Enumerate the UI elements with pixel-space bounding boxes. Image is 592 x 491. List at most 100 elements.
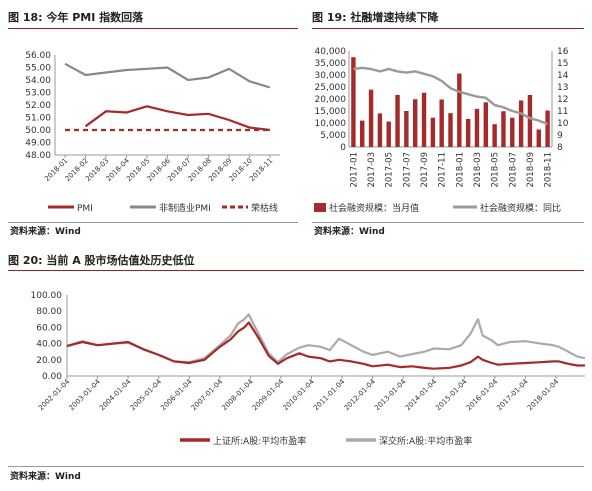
tsf-bar: [439, 99, 444, 147]
pe-x-tick-label: 2014-01-04: [404, 377, 439, 412]
pe-x-tick-label: 2013-01-04: [373, 377, 408, 412]
tsf-bar: [368, 89, 374, 147]
tsf-legend-bar-swatch: [314, 203, 326, 212]
tsf-left-tick-label: 40,000: [315, 47, 347, 57]
tsf-left-tick-label: 35,000: [315, 59, 347, 69]
right-source: 资料来源：Wind: [314, 227, 385, 237]
pe-x-tick-label: 2015-01-04: [434, 377, 469, 412]
tsf-x-tick-label: 2018-05: [491, 152, 501, 188]
tsf-bar: [395, 94, 400, 147]
left-chart-title: 图 18: 今年 PMI 指数回落: [8, 11, 144, 24]
left-source: 资料来源：Wind: [10, 227, 81, 237]
tsf-left-tick-label: 10,000: [315, 119, 347, 129]
pe-x-tick-label: 2004-01-04: [98, 377, 133, 412]
pmi-y-tick-label: 56.00: [25, 51, 51, 61]
tsf-legend-bar-label: 社会融资规模：当月值: [329, 202, 419, 214]
tsf-right-tick-label: 11: [557, 107, 568, 117]
tsf-right-tick-label: 12: [557, 95, 568, 105]
left-source-rule: [8, 222, 298, 223]
bottom-source: 资料来源：Wind: [10, 472, 81, 482]
tsf-right-tick-label: 15: [557, 59, 568, 69]
tsf-x-tick-label: 2018-11: [544, 152, 554, 188]
tsf-x-tick-label: 2017-01: [349, 152, 359, 188]
left-title-rule: [8, 28, 298, 29]
pe-x-tick-label: 2006-01-04: [159, 377, 194, 412]
pmi-series-line-0: [84, 105, 271, 132]
tsf-bar: [448, 113, 453, 147]
pmi-legend-label: 非制造业PMI: [159, 202, 211, 214]
pe-y-tick-label: 0.00: [42, 372, 62, 382]
tsf-left-tick-label: 30,000: [315, 71, 347, 81]
tsf-chart: 0 5,000 10,000 15,000 20,000 25,000 30,000 35,0…: [314, 47, 569, 214]
tsf-right-tick-label: 16: [557, 47, 569, 57]
tsf-x-tick-label: 2017-03: [367, 152, 377, 188]
tsf-bar: [492, 124, 497, 147]
pe-series-line-1: [66, 313, 586, 364]
tsf-yoy-line: [353, 66, 549, 126]
tsf-bar: [457, 73, 462, 147]
pe-y-tick-label: 60.00: [36, 323, 62, 333]
pmi-legend-label: PMI: [77, 204, 93, 214]
pmi-y-tick-label: 50.00: [25, 126, 51, 136]
tsf-left-tick-label: 15,000: [315, 107, 347, 117]
pe-legend-label-sh: 上证所:A股:平均市盈率: [213, 435, 306, 447]
bottom-source-rule: [8, 466, 584, 467]
tsf-bar: [545, 110, 550, 147]
pmi-y-tick-label: 48.00: [25, 151, 51, 161]
tsf-bar: [351, 57, 356, 147]
pe-y-tick-label: 100.00: [31, 291, 63, 301]
tsf-bar: [527, 94, 533, 147]
tsf-bar: [510, 117, 515, 147]
tsf-bar: [360, 120, 365, 147]
pe-x-tick-label: 2005-01-04: [129, 377, 164, 412]
tsf-x-tick-label: 2017-05: [385, 152, 395, 188]
tsf-bar: [430, 117, 436, 147]
pmi-legend-label: 荣枯线: [251, 202, 278, 214]
tsf-bar: [421, 92, 427, 147]
tsf-bar: [386, 121, 391, 147]
tsf-x-tick-label: 2017-11: [438, 152, 448, 188]
right-source-rule: [312, 222, 584, 223]
tsf-x-tick-label: 2018-09: [526, 152, 536, 188]
pe-x-tick-label: 2012-01-04: [343, 377, 378, 412]
tsf-bar: [536, 129, 541, 147]
bottom-title-rule: [8, 270, 584, 271]
tsf-x-tick-label: 2018-03: [473, 152, 483, 188]
pmi-y-tick-label: 54.00: [25, 76, 51, 86]
tsf-bar: [483, 102, 489, 147]
pmi-y-tick-label: 49.00: [25, 139, 51, 149]
pe-x-tick-label: 2003-01-04: [68, 377, 103, 412]
tsf-bar: [404, 111, 409, 147]
bottom-chart-title: 图 20: 当前 A 股市场估值处历史低位: [8, 254, 195, 267]
pe-x-tick-label: 2016-01-04: [465, 377, 500, 412]
tsf-legend-line-label: 社会融资规模：同比: [480, 202, 561, 214]
pe-legend-label-sz: 深交所:A股:平均市盈率: [379, 435, 472, 447]
tsf-x-tick-label: 2017-07: [402, 152, 412, 188]
tsf-right-tick-label: 8: [557, 143, 563, 153]
pmi-chart: 48.00 49.00 50.00 51.00 52.00 53.00 54.00 55.00…: [25, 51, 280, 214]
pe-x-tick-label: 2008-01-04: [220, 377, 255, 412]
right-title-rule: [312, 28, 584, 29]
pe-y-tick-label: 40.00: [36, 340, 62, 350]
pmi-y-tick-label: 51.00: [25, 114, 51, 124]
pmi-y-tick-label: 55.00: [25, 64, 51, 74]
pe-chart: 0.0020.0040.0060.0080.00100.002002-01-04…: [31, 291, 586, 447]
right-chart-title: 图 19: 社融增速持续下降: [312, 11, 439, 24]
pe-y-tick-label: 80.00: [36, 307, 62, 317]
tsf-bar: [465, 118, 471, 147]
tsf-left-tick-label: 20,000: [315, 95, 347, 105]
tsf-left-tick-label: 0: [340, 143, 346, 153]
tsf-x-tick-label: 2017-09: [420, 152, 430, 188]
tsf-right-tick-label: 13: [557, 83, 568, 93]
tsf-bar: [501, 111, 506, 147]
tsf-bar: [377, 113, 383, 147]
tsf-right-tick-label: 14: [557, 71, 569, 81]
pe-x-tick-label: 2011-01-04: [312, 377, 347, 412]
tsf-x-tick-label: 2018-01: [455, 152, 465, 188]
tsf-bar: [412, 99, 418, 147]
tsf-right-tick-label: 9: [557, 131, 563, 141]
pmi-y-tick-label: 52.00: [25, 101, 51, 111]
tsf-x-tick-label: 2018-07: [508, 152, 518, 188]
pe-x-tick-label: 2007-01-04: [190, 377, 225, 412]
pmi-series-line-1: [64, 62, 271, 89]
